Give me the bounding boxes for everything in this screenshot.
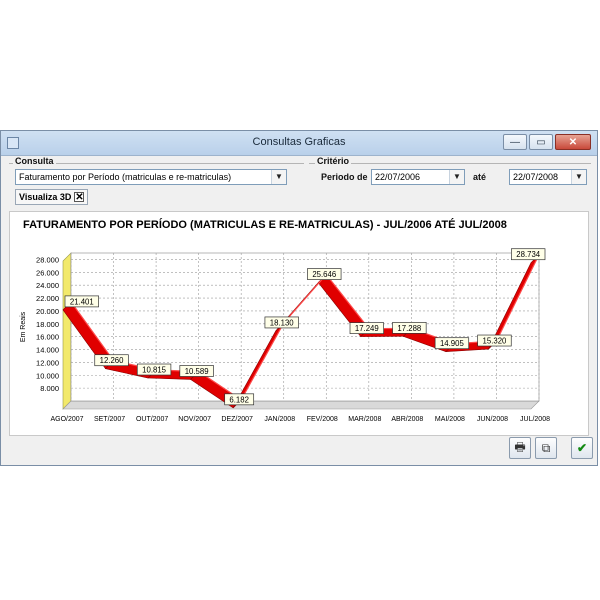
maximize-icon: ▭	[536, 136, 546, 148]
maximize-button[interactable]: ▭	[529, 134, 553, 150]
close-button[interactable]: ✕	[555, 134, 591, 150]
y-tick-label: 20.000	[36, 307, 59, 316]
x-tick-label: MAI/2008	[435, 416, 465, 423]
window-title: Consultas Graficas	[252, 136, 346, 148]
data-label-box	[511, 248, 546, 261]
close-icon: ✕	[568, 136, 578, 148]
x-tick-label: JAN/2008	[264, 416, 295, 423]
ok-button[interactable]: ✔	[571, 437, 593, 459]
x-tick-label: SET/2007	[94, 416, 125, 423]
y-tick-label: 12.000	[36, 358, 59, 367]
y-tick-label: 8.000	[40, 384, 59, 393]
data-label-box	[179, 365, 214, 377]
x-tick-label: MAR/2008	[348, 416, 381, 423]
minimize-icon: —	[510, 136, 520, 148]
data-label: 17.288	[397, 324, 421, 333]
consulta-select[interactable]: Faturamento por Período (matriculas e re…	[15, 169, 287, 185]
data-label-box	[224, 393, 255, 406]
minimize-button[interactable]: —	[503, 134, 527, 150]
x-tick-label: OUT/2007	[136, 416, 168, 423]
y-tick-label: 22.000	[36, 294, 59, 303]
data-label: 12.260	[100, 356, 125, 365]
data-label: 17.249	[355, 324, 379, 333]
data-label: 15.320	[483, 337, 508, 346]
data-label: 18.130	[270, 318, 295, 327]
y-axis-label: Em Reais	[20, 311, 27, 342]
data-label-box	[264, 316, 299, 329]
consultas-window: Consultas Graficas — ▭ ✕ Consulta Fatura…	[0, 130, 598, 466]
copy-icon: ⧉	[541, 440, 551, 455]
title-bar: Consultas Graficas — ▭ ✕	[1, 131, 597, 156]
data-label: 10.589	[185, 367, 209, 376]
consulta-group-line	[9, 163, 304, 164]
visualiza-3d-checkbox[interactable]: ✕	[74, 191, 85, 203]
chevron-down-icon[interactable]: ▼	[571, 170, 586, 184]
y-tick-label: 28.000	[36, 255, 59, 264]
y-tick-label: 18.000	[36, 320, 59, 329]
x-tick-label: DEZ/2007	[221, 416, 253, 423]
data-label-box	[136, 363, 172, 376]
data-label: 6.182	[229, 395, 249, 404]
x-tick-label: NOV/2007	[178, 416, 211, 423]
data-label: 21.401	[70, 297, 94, 306]
data-label: 25.646	[312, 270, 336, 279]
data-label-box	[477, 334, 512, 347]
criterio-group-label: Critério	[315, 156, 352, 166]
chevron-down-icon[interactable]: ▼	[449, 170, 464, 184]
x-tick-label: FEV/2008	[307, 416, 338, 423]
bottom-toolbar: 🖶 ⧉ ✔	[1, 431, 597, 467]
data-label-box	[94, 354, 129, 367]
y-tick-label: 16.000	[36, 333, 59, 342]
data-label-box	[392, 322, 427, 334]
app-icon	[7, 137, 19, 149]
date-to-value: 22/07/2008	[513, 172, 559, 182]
y-tick-label: 10.000	[36, 371, 59, 380]
criterio-group-line	[309, 163, 591, 164]
data-label-box	[64, 295, 99, 308]
date-to-select[interactable]: 22/07/2008 ▼	[509, 169, 587, 185]
visualiza-3d-label: Visualiza 3D	[19, 192, 72, 202]
data-label-box	[434, 337, 470, 350]
ate-label: até	[473, 172, 487, 182]
consulta-selected-value: Faturamento por Período (matriculas e re…	[19, 172, 232, 182]
printer-icon: 🖶	[514, 439, 526, 454]
copy-button[interactable]: ⧉	[535, 437, 557, 459]
data-label: 10.815	[142, 366, 167, 375]
data-label-box	[307, 268, 342, 280]
x-tick-label: AGO/2007	[50, 416, 83, 423]
x-tick-label: JUN/2008	[477, 416, 508, 423]
x-tick-label: ABR/2008	[391, 416, 423, 423]
chart-title: FATURAMENTO POR PERÍODO (MATRICULAS E RE…	[23, 219, 507, 231]
y-tick-label: 24.000	[36, 281, 59, 290]
periodo-label: Periodo de	[321, 172, 368, 182]
x-tick-label: JUL/2008	[520, 416, 550, 423]
date-from-value: 22/07/2006	[375, 172, 421, 182]
date-from-select[interactable]: 22/07/2006 ▼	[371, 169, 465, 185]
data-label: 28.734	[516, 250, 541, 259]
print-button[interactable]: 🖶	[509, 437, 531, 459]
data-label: 14.905	[440, 339, 465, 348]
visualiza-3d-toggle[interactable]: Visualiza 3D ✕	[15, 189, 89, 205]
chevron-down-icon[interactable]: ▼	[271, 170, 286, 184]
chart-left-wall	[62, 252, 72, 410]
consulta-group-label: Consulta	[13, 156, 56, 166]
y-tick-label: 26.000	[36, 268, 59, 277]
check-icon: ✔	[576, 441, 588, 455]
chart-floor	[62, 400, 540, 410]
chart-plot-area	[70, 252, 540, 402]
data-label-box	[349, 322, 384, 334]
y-tick-label: 14.000	[36, 346, 59, 355]
revenue-chart: 8.000 10.000 12.000 14.000 16.000 18.000 20.00…	[20, 248, 550, 423]
